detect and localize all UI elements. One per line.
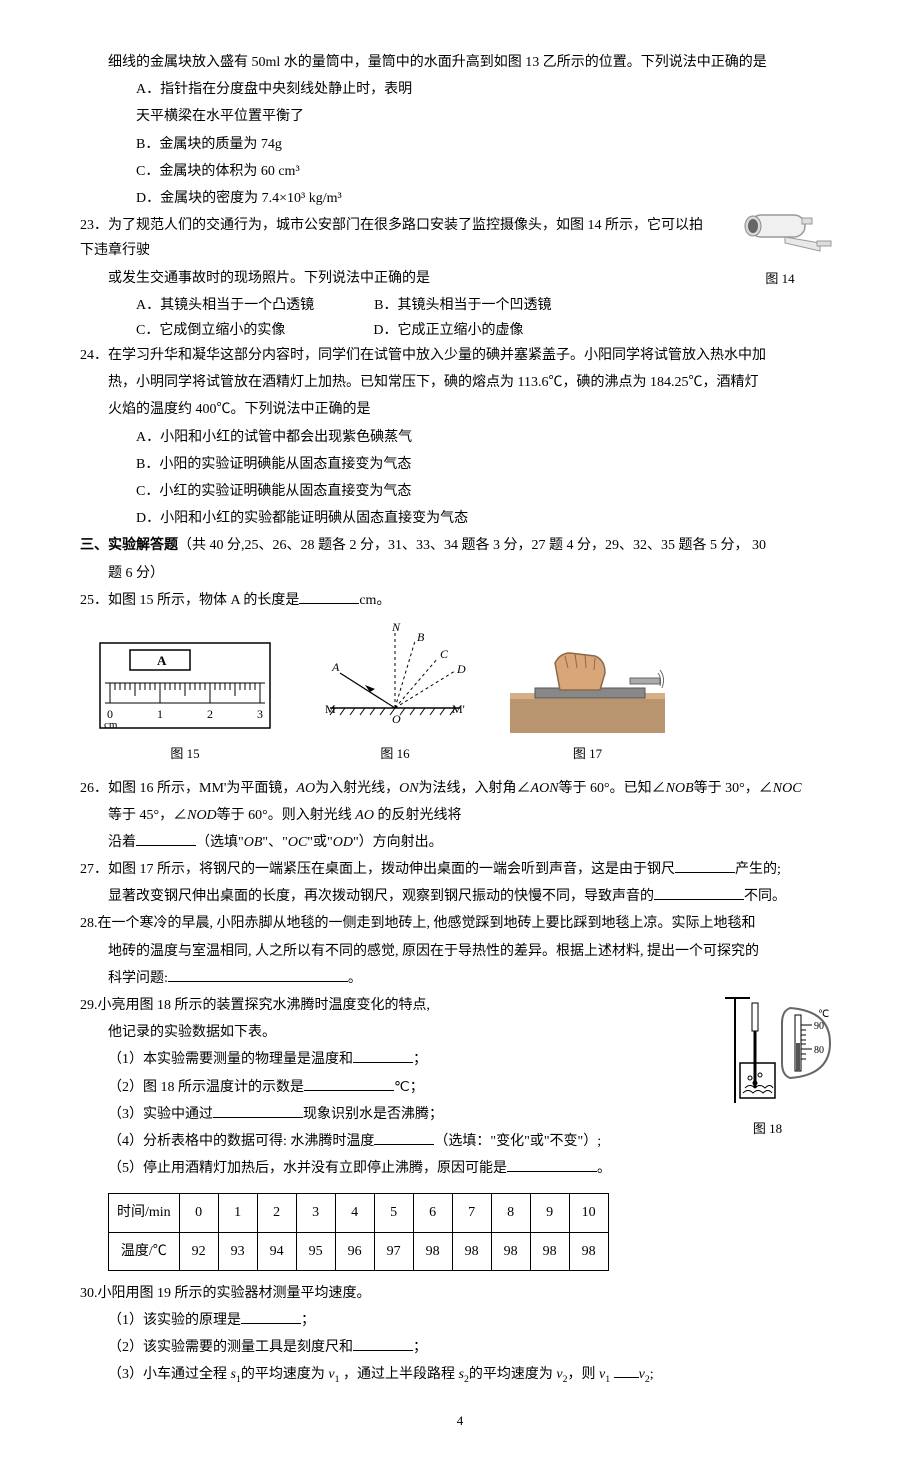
fig15-label: 图 15 — [90, 742, 280, 765]
svg-text:O: O — [392, 712, 401, 726]
q24-stem-line3: 火焰的温度约 400℃。下列说法中正确的是 — [80, 397, 840, 422]
q28-line2: 地砖的温度与室温相同, 人之所以有不同的感觉, 原因在于导热性的差异。根据上述材… — [80, 939, 840, 964]
q24-optB: B．小阳的实验证明碘能从固态直接变为气态 — [80, 452, 840, 477]
thermometer-icon: 90 80 ℃ — [700, 993, 835, 1108]
hand-ruler-figure — [510, 638, 665, 733]
table-row-header: 时间/min 012 345 678 910 — [109, 1194, 609, 1232]
camera-figure: 图 14 — [720, 203, 840, 291]
q26-line2: 等于 45°，∠NOD等于 60°。则入射光线 AO 的反射光线将 — [80, 803, 840, 828]
q30-p2: （2）该实验需要的测量工具是刻度尺和； — [80, 1335, 840, 1360]
table-row-temps: 温度/℃ 929394 959697 989898 9898 — [109, 1232, 609, 1270]
section3-header: 三、实验解答题（共 40 分,25、26、28 题各 2 分，31、33、34 … — [80, 533, 840, 558]
q26-line1: 26．如图 16 所示，MM'为平面镜，AO为入射光线，ON为法线，入射角∠AO… — [80, 776, 840, 801]
q28-line3: 科学问题:。 — [80, 966, 840, 991]
svg-text:C: C — [440, 647, 449, 661]
svg-text:℃: ℃ — [818, 1009, 829, 1020]
q22-optC: C．金属块的体积为 60 cm³ — [80, 159, 840, 184]
svg-text:2: 2 — [207, 707, 213, 721]
svg-text:90: 90 — [814, 1021, 824, 1032]
q22-optA-line1: A．指针指在分度盘中央刻线处静止时，表明 — [80, 77, 840, 102]
svg-text:3: 3 — [257, 707, 263, 721]
figures-row: A 0 1 2 3 cm 图 15 — [80, 623, 840, 766]
q30-line1: 30.小阳用图 19 所示的实验器材测量平均速度。 — [80, 1281, 840, 1306]
q24-optA: A．小阳和小红的试管中都会出现紫色碘蒸气 — [80, 425, 840, 450]
q24-optC: C．小红的实验证明碘能从固态直接变为气态 — [80, 479, 840, 504]
q30-p1: （1）该实验的原理是； — [80, 1308, 840, 1333]
q26-line3: 沿着（选填"OB"、"OC"或"OD"）方向射出。 — [80, 830, 840, 855]
q23-optD: D．它成正立缩小的虚像 — [373, 318, 523, 343]
q22-optA-line2: 天平横梁在水平位置平衡了 — [80, 104, 840, 129]
fig17-label: 图 17 — [510, 742, 665, 765]
q30-p3: （3）小车通过全程 s1的平均速度为 v1 ，通过上半段路程 s2的平均速度为 … — [80, 1362, 840, 1388]
page-number: 4 — [80, 1409, 840, 1432]
data-table: 时间/min 012 345 678 910 温度/℃ 929394 95969… — [108, 1193, 609, 1270]
svg-text:A: A — [331, 660, 340, 674]
fig14-label: 图 14 — [720, 267, 840, 290]
svg-text:80: 80 — [814, 1045, 824, 1056]
q24-stem-line2: 热，小明同学将试管放在酒精灯上加热。已知常压下，碘的熔点为 113.6℃，碘的沸… — [80, 370, 840, 395]
q29-p5: （5）停止用酒精灯加热后，水并没有立即停止沸腾，原因可能是。 — [80, 1156, 840, 1181]
q24-optD: D．小阳和小红的实验都能证明碘从固态直接变为气态 — [80, 506, 840, 531]
fig18-label: 图 18 — [695, 1117, 840, 1140]
thermometer-figure: 90 80 ℃ 图 18 — [695, 993, 840, 1141]
svg-text:A: A — [157, 653, 167, 668]
camera-icon — [725, 203, 835, 258]
svg-text:B: B — [417, 630, 425, 644]
q27-line2: 显著改变钢尺伸出桌面的长度，再次拨动钢尺，观察到钢尺振动的快慢不同，导致声音的不… — [80, 884, 840, 909]
svg-text:cm: cm — [104, 719, 118, 731]
svg-text:1: 1 — [157, 707, 163, 721]
q22-stem-cont: 细线的金属块放入盛有 50ml 水的量筒中，量筒中的水面升高到如图 13 乙所示… — [80, 50, 840, 75]
svg-text:M': M' — [452, 702, 465, 716]
q23-optB: B．其镜头相当于一个凹透镜 — [374, 293, 551, 318]
svg-text:D: D — [456, 662, 466, 676]
mirror-figure: N A B C D M M' O — [320, 623, 470, 733]
q27-line1: 27．如图 17 所示，将钢尺的一端紧压在桌面上，拨动伸出桌面的一端会听到声音，… — [80, 857, 840, 882]
q23-optA: A．其镜头相当于一个凸透镜 — [136, 293, 314, 318]
svg-text:M: M — [325, 702, 336, 716]
ruler-figure: A 0 1 2 3 cm — [90, 638, 280, 733]
fig16-label: 图 16 — [320, 742, 470, 765]
q25-stem: 25．如图 15 所示，物体 A 的长度是cm。 — [80, 588, 840, 613]
q28-line1: 28.在一个寒冷的早晨, 小阳赤脚从地毯的一侧走到地砖上, 他感觉踩到地砖上要比… — [80, 911, 840, 936]
section3-note2: 题 6 分） — [80, 561, 840, 586]
q24-stem-line1: 24．在学习升华和凝华这部分内容时，同学们在试管中放入少量的碘并塞紧盖子。小阳同… — [80, 343, 840, 368]
svg-text:N: N — [391, 623, 401, 634]
q22-optB: B．金属块的质量为 74g — [80, 132, 840, 157]
q23-optC: C．它成倒立缩小的实像 — [136, 318, 285, 343]
